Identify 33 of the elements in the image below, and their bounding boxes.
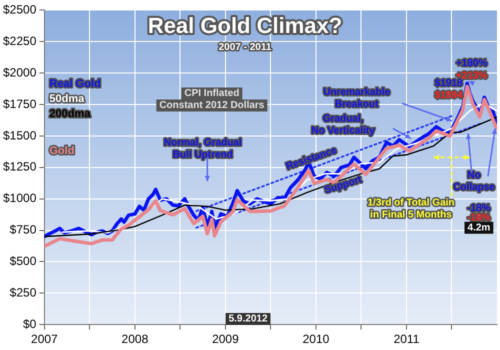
y-tick-label: $1000 [2, 191, 37, 206]
annotation: 1/3rd of Total Gain in Final 5 Months [367, 198, 455, 221]
annotation: 4.2m [467, 222, 490, 234]
x-tick-label: 2007 [31, 332, 58, 346]
x-tick-label: 2009 [212, 332, 240, 346]
x-tick-label: 2011 [394, 332, 420, 346]
y-tick-label: $2000 [2, 65, 37, 80]
annotation: -18% [467, 203, 491, 214]
y-tick-label: $500 [10, 254, 37, 268]
y-tick-label: $2500 [2, 2, 37, 17]
annotation: 5.9.2012 [228, 314, 268, 325]
text: 200dma [49, 108, 92, 120]
y-tick-label: $1250 [2, 160, 37, 174]
annotation: No Collapse [453, 170, 496, 194]
text: 50dma [49, 93, 86, 106]
y-tick-label: $1500 [2, 128, 37, 142]
annotation: Gradual, No Verticality [311, 113, 376, 136]
annotation: CPI Inflated Constant 2012 Dollars [159, 88, 265, 112]
annotation: Support [323, 174, 364, 196]
y-tick-label: $0 [23, 316, 37, 331]
y-tick-label: $1750 [2, 96, 37, 111]
text: Real Gold [49, 78, 101, 90]
y-tick-label: $2250 [2, 34, 37, 48]
annotation: Unremarkable Breakout [323, 86, 390, 110]
annotation: -18% [467, 212, 491, 224]
x-tick-label: 2010 [302, 332, 330, 346]
text: Gold [49, 145, 74, 158]
y-tick-label: $250 [10, 285, 37, 300]
annotation: $1894 [434, 90, 464, 102]
x-tick-label: 2008 [122, 332, 149, 346]
y-tick-label: $750 [10, 222, 37, 237]
annotation: Normal, Gradual Bull Uptrend [164, 137, 242, 160]
annotation: +180% [456, 58, 488, 69]
